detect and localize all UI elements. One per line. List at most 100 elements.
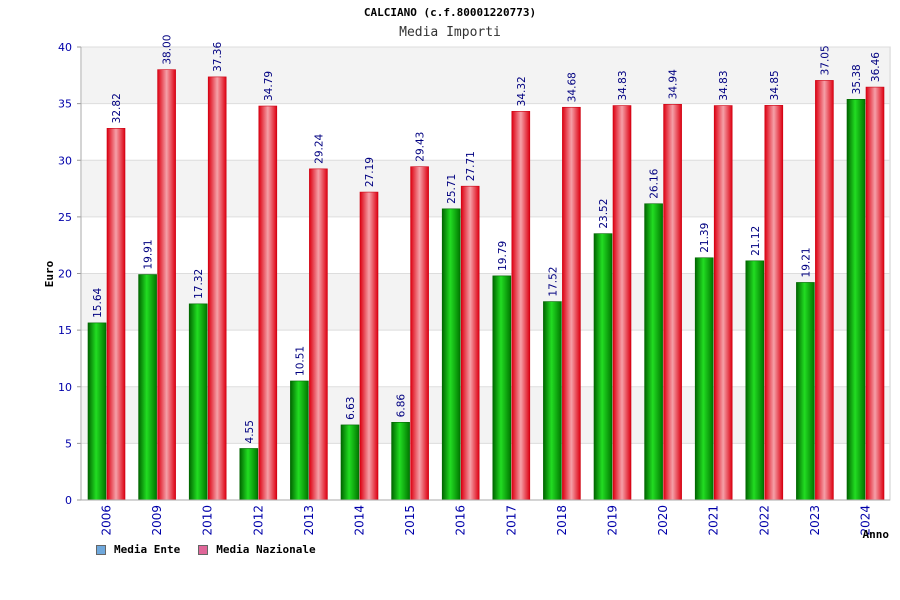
y-tick-label: 35 (58, 98, 72, 111)
x-axis-label: Anno (863, 528, 890, 541)
bar-media-ente-2014 (340, 424, 360, 501)
data-label-media-ente-2022: 21.12 (750, 226, 762, 256)
bar-media-nazionale-2012 (258, 105, 278, 501)
legend-item-media-nazionale: Media Nazionale (198, 543, 316, 556)
y-axis-label: Euro (43, 260, 56, 287)
x-tick-label-2023: 2023 (808, 505, 822, 536)
y-tick-label: 25 (58, 211, 72, 224)
x-tick-label-2020: 2020 (656, 505, 670, 536)
bar-media-ente-2021 (694, 257, 714, 501)
y-tick-label: 30 (58, 154, 72, 167)
legend-swatch-media-ente (96, 544, 106, 555)
data-label-media-ente-2021: 21.39 (699, 223, 711, 253)
bar-media-ente-2006 (87, 322, 107, 501)
bar-media-nazionale-2022 (764, 105, 784, 501)
bar-media-nazionale-2024 (865, 86, 885, 501)
bar-media-ente-2013 (290, 380, 309, 501)
data-label-media-ente-2014: 6.63 (345, 397, 357, 420)
bar-media-nazionale-2020 (663, 104, 682, 501)
data-label-media-nazionale-2024: 36.46 (870, 52, 882, 82)
data-label-media-ente-2016: 25.71 (446, 174, 458, 204)
legend-label-media-nazionale: Media Nazionale (216, 543, 316, 556)
bar-media-ente-2018 (543, 301, 562, 501)
data-label-media-ente-2017: 19.79 (497, 241, 509, 271)
data-label-media-nazionale-2019: 34.83 (617, 70, 629, 100)
data-label-media-ente-2020: 26.16 (649, 168, 661, 198)
data-label-media-nazionale-2020: 34.94 (668, 69, 680, 99)
data-label-media-ente-2006: 15.64 (92, 287, 104, 317)
x-tick-label-2018: 2018 (555, 505, 569, 536)
bar-media-ente-2009 (138, 274, 157, 501)
x-tick-label-2006: 2006 (100, 505, 114, 536)
bar-media-nazionale-2009 (157, 69, 176, 501)
x-tick-label-2022: 2022 (757, 505, 771, 536)
x-tick-label-2016: 2016 (454, 505, 468, 536)
data-label-media-nazionale-2014: 27.19 (364, 157, 376, 187)
data-label-media-nazionale-2022: 34.85 (769, 70, 781, 100)
bar-media-nazionale-2010 (207, 76, 227, 501)
bar-media-ente-2016 (441, 208, 461, 501)
bar-media-nazionale-2017 (511, 111, 531, 501)
data-label-media-nazionale-2021: 34.83 (718, 70, 730, 100)
x-axis: 2006 2009 2010 2012 2013 2014 2015 2016 2017 2018… (81, 499, 890, 536)
x-tick-label-2010: 2010 (201, 505, 215, 536)
bar-media-ente-2022 (745, 260, 765, 501)
bar-media-nazionale-2018 (562, 106, 581, 501)
x-tick-label-2014: 2014 (353, 505, 367, 536)
bars: 15.64 32.82 19.91 38.00 17.32 37.36 4.55 34.79 1… (87, 35, 885, 501)
data-label-media-ente-2009: 19.91 (143, 239, 155, 269)
y-tick-label: 20 (58, 268, 72, 281)
data-label-media-nazionale-2016: 27.71 (465, 151, 477, 181)
x-tick-label-2021: 2021 (707, 505, 721, 536)
bar-media-nazionale-2021 (713, 105, 733, 501)
x-tick-label-2009: 2009 (150, 505, 164, 536)
data-label-media-nazionale-2018: 34.68 (566, 72, 578, 102)
chart-subtitle: Media Importi (399, 25, 501, 40)
y-tick-label: 5 (65, 437, 72, 450)
bar-media-ente-2020 (644, 203, 663, 501)
data-label-media-nazionale-2013: 29.24 (313, 133, 325, 163)
bar-media-nazionale-2014 (359, 191, 379, 501)
bar-media-nazionale-2015 (410, 166, 429, 501)
bar-media-nazionale-2006 (106, 128, 126, 501)
data-label-media-ente-2010: 17.32 (193, 269, 205, 299)
data-label-media-ente-2019: 23.52 (598, 199, 610, 229)
bar-media-nazionale-2023 (815, 80, 834, 501)
x-tick-label-2019: 2019 (606, 505, 620, 536)
bar-media-nazionale-2019 (612, 105, 632, 501)
x-tick-label-2013: 2013 (302, 505, 316, 536)
bar-media-nazionale-2016 (460, 185, 480, 501)
y-tick-label: 40 (58, 41, 72, 54)
data-label-media-ente-2015: 6.86 (396, 394, 408, 418)
legend: Media Ente Media Nazionale (96, 543, 316, 556)
data-label-media-nazionale-2023: 37.05 (819, 45, 831, 75)
y-tick-label: 15 (58, 324, 72, 337)
y-tick-label: 10 (58, 381, 72, 394)
data-label-media-nazionale-2017: 34.32 (516, 76, 528, 106)
x-tick-label-2012: 2012 (251, 505, 265, 536)
data-label-media-nazionale-2006: 32.82 (111, 93, 123, 123)
bar-media-ente-2024 (846, 99, 866, 501)
bar-media-nazionale-2013 (309, 168, 328, 501)
bar-media-ente-2012 (239, 448, 259, 501)
legend-swatch-media-nazionale (198, 544, 209, 555)
chart-title: CALCIANO (c.f.80001220773) (363, 6, 537, 19)
data-label-media-ente-2024: 35.38 (851, 64, 863, 94)
bar-media-ente-2019 (593, 233, 613, 501)
data-label-media-nazionale-2009: 38.00 (162, 35, 174, 65)
data-label-media-nazionale-2010: 37.36 (212, 42, 224, 72)
data-label-media-nazionale-2015: 29.43 (415, 132, 427, 162)
data-label-media-ente-2013: 10.51 (294, 346, 306, 376)
x-tick-label-2017: 2017 (504, 505, 518, 536)
data-label-media-ente-2018: 17.52 (547, 267, 559, 297)
y-tick-label: 0 (65, 494, 72, 507)
legend-item-media-ente: Media Ente (96, 543, 180, 556)
legend-label-media-ente: Media Ente (114, 543, 181, 556)
bar-media-ente-2010 (188, 303, 208, 501)
y-axis: 0 5 10 15 20 25 30 35 40 (58, 41, 82, 507)
x-tick-label-2015: 2015 (403, 505, 417, 536)
data-label-media-nazionale-2012: 34.79 (263, 71, 275, 101)
bar-media-ente-2023 (796, 282, 815, 501)
x-tick-label-2024: 2024 (859, 505, 873, 536)
